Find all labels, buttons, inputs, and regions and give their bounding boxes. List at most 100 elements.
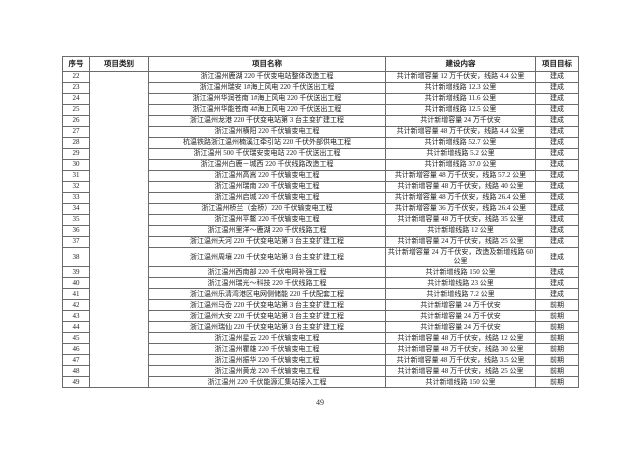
construction-content-cell: 共计新增线路 52.7 公里 (385, 137, 536, 149)
project-name-cell: 浙江温州 220 千伏能源汇集站接入工程 (148, 376, 386, 389)
project-target-cell: 建成 (535, 126, 579, 138)
row-number-cell: 44 (62, 321, 90, 334)
table-row: 40 浙江温州瑞光～科技 220 千伏线路工程 共计新增线路 23 公里 建成 (62, 277, 579, 290)
construction-content-cell: 共计新增容量 48 万千伏安，线路 3.5 公里 (385, 354, 536, 367)
project-target-cell: 建成 (535, 288, 579, 301)
row-number-cell: 33 (62, 192, 90, 204)
project-target-cell: 前期 (535, 310, 579, 323)
row-number-cell: 48 (62, 365, 90, 378)
col-header-name: 项目名称 (148, 56, 386, 72)
col-header-content: 建设内容 (385, 56, 536, 72)
category-cell (89, 365, 149, 377)
project-target-cell: 建成 (535, 192, 579, 204)
table-row: 44 浙江温州瑞仙 220 千伏变电站第 3 台主变扩建工程 共计新增容量 24… (62, 321, 579, 334)
category-cell (89, 332, 149, 344)
construction-content-cell: 共计新增容量 24 万千伏安 (385, 115, 536, 127)
table-row: 37 浙江温州天河 220 千伏变电站第 3 台主变扩建工程 共计新增容量 24… (62, 236, 579, 248)
row-number-cell: 34 (62, 203, 90, 215)
row-number-cell: 25 (62, 104, 90, 116)
project-name-cell: 浙江温州马岙 220 千伏变电站第 3 台主变扩建工程 (148, 299, 386, 312)
table-row: 48 浙江温州黄龙 220 千伏输变电工程 共计新增容量 48 万千伏安，线路 … (62, 365, 579, 378)
row-number-cell: 22 (62, 71, 90, 83)
project-name-cell: 浙江温州瑞光～科技 220 千伏线路工程 (148, 277, 386, 290)
table-row: 34 浙江温州桥兰（金桥）220 千伏输变电工程 共计新增容量 36 万千伏安，… (62, 203, 579, 215)
project-name-cell: 浙江温州龙港 220 千伏变电站第 3 台主变扩建工程 (148, 115, 386, 127)
row-number-cell: 35 (62, 214, 90, 226)
project-name-cell: 浙江温州白鹿－城西 220 千伏线路改造工程 (148, 159, 386, 171)
construction-content-cell: 共计新增线路 150 公里 (385, 376, 536, 389)
category-cell (89, 376, 149, 389)
project-target-cell: 建成 (535, 137, 579, 149)
table-row: 39 浙江温州西南部 220 千伏电网补强工程 共计新增线路 150 公里 建成 (62, 266, 579, 279)
construction-content-cell: 共计新增容量 24 万千伏安 (385, 321, 536, 334)
category-cell (89, 148, 149, 160)
project-target-cell: 前期 (535, 343, 579, 356)
project-target-cell: 建成 (535, 148, 579, 160)
project-target-cell: 建成 (535, 236, 579, 248)
table-row: 26 浙江温州龙港 220 千伏变电站第 3 台主变扩建工程 共计新增容量 24… (62, 115, 579, 127)
construction-content-cell: 共计新增线路 11.6 公里 (385, 93, 536, 105)
row-number-cell: 38 (62, 246, 90, 268)
projects-table: 序号 项目类别 项目名称 建设内容 项目目标 22 浙江温州鹿湖 220 千伏变… (62, 56, 579, 389)
project-target-cell: 建成 (535, 170, 579, 182)
project-target-cell: 建成 (535, 115, 579, 127)
category-cell (89, 354, 149, 366)
row-number-cell: 23 (62, 82, 90, 94)
row-number-cell: 28 (62, 137, 90, 149)
construction-content-cell: 共计新增容量 48 万千伏安，线路 35 公里 (385, 214, 536, 226)
project-name-cell: 浙江温州桥兰（金桥）220 千伏输变电工程 (148, 203, 386, 215)
project-name-cell: 浙江温州星云 220 千伏输变电工程 (148, 332, 386, 345)
category-cell (89, 82, 149, 94)
construction-content-cell: 共计新增容量 48 万千伏安，线路 4.4 公里 (385, 126, 536, 138)
construction-content-cell: 共计新增容量 24 万千伏安，线路 25 公里 (385, 236, 536, 248)
project-target-cell: 前期 (535, 332, 579, 345)
row-number-cell: 43 (62, 310, 90, 323)
construction-content-cell: 共计新增容量 48 万千伏安，线路 30 公里 (385, 343, 536, 356)
project-target-cell: 建成 (535, 181, 579, 193)
col-header-target: 项目目标 (535, 56, 579, 72)
project-name-cell: 浙江温州瑞仙 220 千伏变电站第 3 台主变扩建工程 (148, 321, 386, 334)
category-cell (89, 288, 149, 300)
project-name-cell: 浙江温州高嵩 220 千伏输变电工程 (148, 170, 386, 182)
project-name-cell: 浙江温州平鳌 220 千伏输变电工程 (148, 214, 386, 226)
construction-content-cell: 共计新增容量 36 万千伏安，线路 26.4 公里 (385, 203, 536, 215)
construction-content-cell: 共计新增容量 48 万千伏安，线路 40 公里 (385, 181, 536, 193)
project-name-cell: 浙江温州瑞南 220 千伏输变电工程 (148, 181, 386, 193)
category-cell (89, 192, 149, 204)
project-name-cell: 浙江温州周壤 220 千伏变电站第 3 台主变扩建工程 (148, 246, 386, 268)
project-name-cell: 浙江温州西南部 220 千伏电网补强工程 (148, 266, 386, 279)
construction-content-cell: 共计新增容量 12 万千伏安，线路 4.4 公里 (385, 71, 536, 83)
category-cell (89, 225, 149, 237)
project-name-cell: 浙江温州天河 220 千伏变电站第 3 台主变扩建工程 (148, 236, 386, 248)
header-row: 序号 项目类别 项目名称 建设内容 项目目标 (62, 56, 579, 72)
project-target-cell: 建成 (535, 225, 579, 237)
row-number-cell: 42 (62, 299, 90, 312)
category-cell (89, 104, 149, 116)
construction-content-cell: 共计新增容量 24 万千伏安，改造及新增线路 60 公里 (385, 246, 536, 268)
project-name-cell: 浙江温州乐清湾港区电网侧储能 220 千伏配套工程 (148, 288, 386, 301)
row-number-cell: 31 (62, 170, 90, 182)
row-number-cell: 26 (62, 115, 90, 127)
project-target-cell: 前期 (535, 365, 579, 378)
row-number-cell: 36 (62, 225, 90, 237)
category-cell (89, 93, 149, 105)
construction-content-cell: 共计新增线路 12.3 公里 (385, 82, 536, 94)
category-cell (89, 126, 149, 138)
category-cell (89, 277, 149, 289)
row-number-cell: 29 (62, 148, 90, 160)
table-row: 38 浙江温州周壤 220 千伏变电站第 3 台主变扩建工程 共计新增容量 24… (62, 246, 579, 268)
project-name-cell: 浙江温州华能苍南 4#海上风电 220 千伏送出工程 (148, 104, 386, 116)
table-row: 28 杭温铁路浙江温州楠溪江牵引站 220 千伏外部供电工程 共计新增线路 52… (62, 137, 579, 149)
project-target-cell: 建成 (535, 203, 579, 215)
project-target-cell: 建成 (535, 82, 579, 94)
col-header-no: 序号 (62, 56, 90, 72)
category-cell (89, 170, 149, 182)
row-number-cell: 46 (62, 343, 90, 356)
project-name-cell: 浙江温州黄龙 220 千伏输变电工程 (148, 365, 386, 378)
projects-table-wrap: 序号 项目类别 项目名称 建设内容 项目目标 22 浙江温州鹿湖 220 千伏变… (62, 56, 579, 389)
construction-content-cell: 共计新增线路 37.0 公里 (385, 159, 536, 171)
table-row: 46 浙江温州瞿雄 220 千伏输变电工程 共计新增容量 48 万千伏安，线路 … (62, 343, 579, 356)
construction-content-cell: 共计新增线路 12 公里 (385, 225, 536, 237)
project-target-cell: 建成 (535, 104, 579, 116)
